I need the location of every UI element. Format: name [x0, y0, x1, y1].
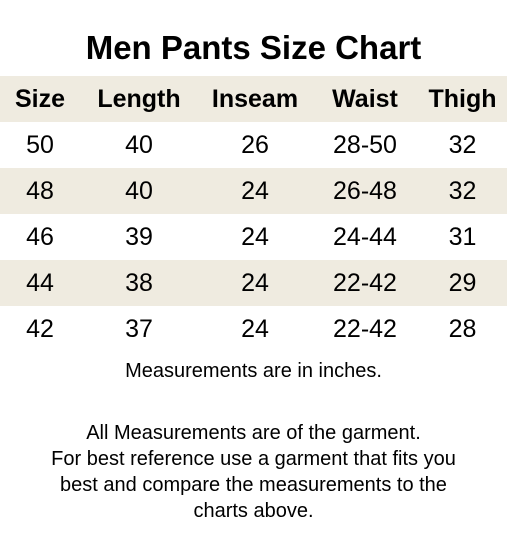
cell-inseam: 26 — [241, 130, 269, 159]
disclaimer-line: charts above. — [193, 500, 314, 522]
cell-waist: 28-50 — [333, 130, 397, 159]
table-row: 48 40 24 26-48 32 — [0, 168, 507, 214]
cell-waist: 22-42 — [333, 268, 397, 297]
disclaimer-line: For best reference use a garment that fi… — [51, 448, 456, 470]
table-row: 50 40 26 28-50 32 — [0, 122, 507, 168]
cell-length: 40 — [125, 176, 153, 205]
column-header-inseam: Inseam — [211, 84, 299, 113]
cell-inseam: 24 — [241, 314, 269, 343]
disclaimer-line: All Measurements are of the garment. — [86, 422, 421, 444]
cell-size: 44 — [26, 268, 54, 297]
disclaimer-line: best and compare the measurements to the — [60, 474, 447, 496]
cell-thigh: 29 — [448, 268, 477, 297]
cell-length: 38 — [125, 268, 153, 297]
cell-waist: 26-48 — [333, 176, 397, 205]
column-header-waist: Waist — [332, 84, 398, 113]
cell-length: 37 — [125, 314, 153, 343]
cell-size: 48 — [26, 176, 54, 205]
cell-size: 50 — [26, 130, 54, 159]
column-header-size: Size — [14, 84, 66, 113]
cell-size: 42 — [26, 314, 54, 343]
cell-waist: 24-44 — [333, 222, 397, 251]
cell-thigh: 28 — [448, 314, 477, 343]
column-header-thigh: Thigh — [428, 84, 497, 113]
cell-size: 46 — [26, 222, 54, 251]
cell-length: 39 — [125, 222, 153, 251]
units-note: Measurements are in inches. — [125, 360, 382, 382]
cell-inseam: 24 — [241, 222, 269, 251]
cell-inseam: 24 — [241, 268, 269, 297]
measurement-disclaimer: All Measurements are of the garment. For… — [0, 420, 507, 524]
cell-length: 40 — [125, 130, 153, 159]
cell-inseam: 24 — [241, 176, 269, 205]
size-chart-table: Size Length Inseam Waist Thigh 50 40 26 … — [0, 76, 507, 352]
cell-thigh: 32 — [448, 176, 477, 205]
table-header-row: Size Length Inseam Waist Thigh — [0, 76, 507, 122]
table-row: 44 38 24 22-42 29 — [0, 260, 507, 306]
cell-thigh: 32 — [448, 130, 477, 159]
table-row: 42 37 24 22-42 28 — [0, 306, 507, 352]
column-header-length: Length — [97, 84, 181, 113]
cell-thigh: 31 — [448, 222, 477, 251]
table-row: 46 39 24 24-44 31 — [0, 214, 507, 260]
page-title: Men Pants Size Chart — [85, 29, 422, 66]
cell-waist: 22-42 — [333, 314, 397, 343]
